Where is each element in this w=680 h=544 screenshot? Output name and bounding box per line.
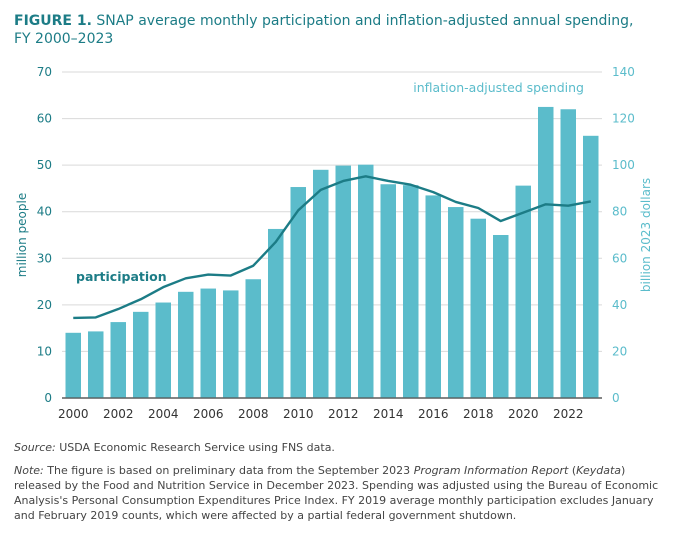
bar <box>538 106 554 398</box>
bar <box>583 135 599 398</box>
y-tick-label-right: 80 <box>612 205 627 219</box>
bar <box>290 187 306 398</box>
x-tick-label: 2006 <box>193 407 224 421</box>
y-tick-label-right: 120 <box>612 112 635 126</box>
y-tick-label-left: 10 <box>37 344 52 358</box>
participation-line <box>73 175 591 320</box>
note-text-2: ( <box>568 464 577 477</box>
bar <box>425 195 441 398</box>
note-text-3: ) released by the Food and Nutrition Ser… <box>14 464 659 522</box>
note-italic-2: Keydata <box>576 464 622 477</box>
x-tick-label: 2020 <box>508 407 539 421</box>
x-tick-label: 2014 <box>373 407 404 421</box>
bar <box>178 291 194 398</box>
bar <box>223 290 239 398</box>
x-tick-label: 2016 <box>418 407 449 421</box>
bar <box>200 288 216 398</box>
bar <box>560 109 576 398</box>
bar <box>268 228 284 398</box>
x-tick-label: 2002 <box>103 407 134 421</box>
note-italic-1: Program Information Report <box>413 464 569 477</box>
bar <box>110 322 126 398</box>
bar <box>88 331 104 398</box>
method-note: Note: The figure is based on preliminary… <box>14 463 669 523</box>
figure-label: FIGURE 1. <box>14 13 92 29</box>
note-label: Note: <box>14 464 44 477</box>
x-tick-label: 2022 <box>553 407 584 421</box>
x-tick-label: 2012 <box>328 407 359 421</box>
figure-title: FIGURE 1. SNAP average monthly participa… <box>14 12 664 48</box>
y-tick-label-left: 30 <box>37 251 52 265</box>
bar <box>245 279 261 398</box>
bar <box>515 185 531 398</box>
y-axis-title-left: million people <box>15 193 29 277</box>
y-tick-label-left: 70 <box>37 65 52 79</box>
series-label-participation: participation <box>76 269 167 284</box>
source-label: Source: <box>14 441 56 454</box>
y-tick-label-left: 20 <box>37 298 52 312</box>
y-tick-label-right: 0 <box>612 391 620 405</box>
x-tick-label: 2004 <box>148 407 179 421</box>
note-text-1: The figure is based on preliminary data … <box>43 464 414 477</box>
figure-title-text: SNAP average monthly participation and i… <box>96 13 634 29</box>
notes: Source: USDA Economic Research Service u… <box>14 440 669 531</box>
bar <box>133 311 149 398</box>
y-tick-label-right: 40 <box>612 298 627 312</box>
x-tick-label: 2010 <box>283 407 314 421</box>
bar <box>155 302 171 398</box>
x-tick-label: 2018 <box>463 407 494 421</box>
y-tick-label-right: 140 <box>612 65 635 79</box>
y-tick-label-right: 60 <box>612 251 627 265</box>
bar <box>403 185 419 398</box>
x-tick-label: 2000 <box>58 407 89 421</box>
bar <box>448 207 464 398</box>
series-label-spending: inflation-adjusted spending <box>413 80 584 95</box>
source-text: USDA Economic Research Service using FNS… <box>55 441 335 454</box>
x-tick-label: 2008 <box>238 407 269 421</box>
y-tick-label-right: 20 <box>612 344 627 358</box>
bar <box>313 169 329 398</box>
bar <box>493 235 509 398</box>
y-axis-title-right: billion 2023 dollars <box>639 178 653 292</box>
snap-chart: 0 10 20 30 40 50 60 70 0 20 40 60 80 100 120 140 2000 200… <box>15 65 653 421</box>
bar <box>470 218 486 398</box>
y-tick-label-left: 50 <box>37 158 52 172</box>
bar <box>380 184 396 398</box>
figure-subtitle: FY 2000–2023 <box>14 31 114 47</box>
bar <box>358 164 374 398</box>
bar <box>335 165 351 398</box>
y-tick-label-right: 100 <box>612 158 635 172</box>
y-tick-label-left: 60 <box>37 112 52 126</box>
bar <box>65 332 81 398</box>
y-tick-label-left: 40 <box>37 205 52 219</box>
source-note: Source: USDA Economic Research Service u… <box>14 440 669 455</box>
y-tick-label-left: 0 <box>44 391 52 405</box>
